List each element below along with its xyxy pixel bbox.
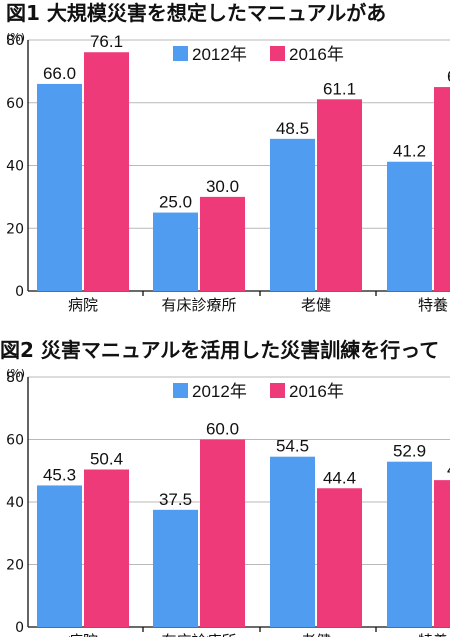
chart-2-bar-2016 — [317, 488, 362, 627]
chart-2-ytick-label: 40 — [6, 495, 24, 511]
chart-2-category-label: 老健 — [301, 632, 331, 637]
chart-2-title: 図2 災害マニュアルを活用した災害訓練を行って — [0, 338, 439, 362]
chart-1-bar-2012 — [153, 212, 198, 291]
chart-1-bar-2012 — [270, 138, 315, 291]
chart-1-unit: (%) — [6, 31, 25, 44]
chart-1-ytick-label: 20 — [6, 221, 24, 237]
chart-1-bar-2016 — [434, 87, 450, 291]
chart-2-category-label: 特養 — [418, 632, 448, 637]
chart-1-legend: 2012年 2016年 — [173, 45, 344, 64]
chart-2-ytick-label: 0 — [15, 620, 24, 636]
chart-1-data-label: 66.0 — [43, 64, 76, 83]
chart-2-bar-2012 — [37, 485, 82, 627]
chart-2-ticks: 0 20 40 60 80 病院 有床診療所 老健 特養 — [6, 370, 448, 637]
chart-2-data-label: 44.4 — [323, 468, 356, 487]
chart-1-category-label: 老健 — [301, 296, 331, 314]
chart-2-data-label: 50.4 — [90, 450, 123, 469]
chart-2-bars: 45.3 50.4 37.5 60.0 54.5 44.4 52.9 47 — [37, 420, 450, 627]
chart-2-legend-swatch — [173, 383, 188, 398]
chart-2-bar-2016 — [200, 439, 245, 627]
chart-1-legend-swatch — [173, 46, 188, 61]
chart-2-bar-2016 — [84, 469, 129, 627]
chart-2: 図2 災害マニュアルを活用した災害訓練を行って (%) 45.3 50.4 37.5… — [0, 338, 450, 637]
chart-1-bar-2012 — [387, 161, 432, 291]
chart-2-ytick-label: 80 — [6, 370, 24, 386]
chart-2-data-label: 60.0 — [206, 420, 239, 439]
chart-1-legend-swatch — [270, 46, 285, 61]
chart-1-data-label: 48.5 — [276, 119, 309, 138]
chart-1-legend-label: 2016年 — [289, 45, 344, 64]
chart-1-bar-2016 — [84, 52, 129, 291]
chart-2-data-label: 37.5 — [159, 490, 192, 509]
chart-2-data-label: 52.9 — [393, 442, 426, 461]
chart-1-legend-label: 2012年 — [192, 45, 247, 64]
chart-1-ytick-label: 80 — [6, 33, 24, 49]
chart-1-bar-2016 — [200, 196, 245, 291]
chart-1-category-label: 有床診療所 — [161, 296, 236, 314]
chart-1-data-label: 41.2 — [393, 142, 426, 161]
chart-1-title: 図1 大規模災害を想定したマニュアルがあ — [6, 1, 386, 25]
chart-2-ytick-label: 60 — [6, 433, 24, 449]
chart-1-bar-2012 — [37, 83, 82, 291]
chart-2-bar-2012 — [387, 461, 432, 627]
chart-2-category-label: 有床診療所 — [161, 632, 236, 637]
chart-1-bars: 66.0 76.1 25.0 30.0 48.5 61.1 41.2 65 — [37, 32, 450, 291]
chart-2-legend: 2012年 2016年 — [173, 382, 344, 401]
chart-1-data-label: 30.0 — [206, 177, 239, 196]
chart-2-legend-label: 2012年 — [192, 382, 247, 401]
chart-2-category-label: 病院 — [68, 632, 98, 637]
chart-2-data-label: 47 — [447, 460, 450, 479]
chart-2-data-label: 45.3 — [43, 465, 76, 484]
chart-1-data-label: 76.1 — [90, 32, 123, 51]
chart-1-ytick-label: 60 — [6, 96, 24, 112]
chart-2-ytick-label: 20 — [6, 558, 24, 574]
chart-1-category-label: 特養 — [418, 296, 448, 314]
chart-1-ytick-label: 40 — [6, 159, 24, 175]
chart-2-legend-label: 2016年 — [289, 382, 344, 401]
chart-1-data-label: 65 — [447, 67, 450, 86]
chart-2-bar-2012 — [270, 456, 315, 627]
chart-2-data-label: 54.5 — [276, 437, 309, 456]
chart-1-data-label: 61.1 — [323, 79, 356, 98]
chart-2-bar-2016 — [434, 480, 450, 627]
chart-1: 図1 大規模災害を想定したマニュアルがあ (%) 66.0 76.1 25.0 30.… — [6, 1, 450, 314]
chart-1-category-label: 病院 — [68, 296, 98, 314]
chart-1-ytick-label: 0 — [15, 284, 24, 300]
chart-1-data-label: 25.0 — [159, 193, 192, 212]
chart-2-unit: (%) — [6, 367, 25, 380]
chart-1-bar-2016 — [317, 99, 362, 291]
chart-2-legend-swatch — [270, 383, 285, 398]
chart-2-bar-2012 — [153, 509, 198, 627]
chart-1-ticks: 0 20 40 60 80 病院 有床診療所 老健 特養 — [6, 33, 448, 314]
